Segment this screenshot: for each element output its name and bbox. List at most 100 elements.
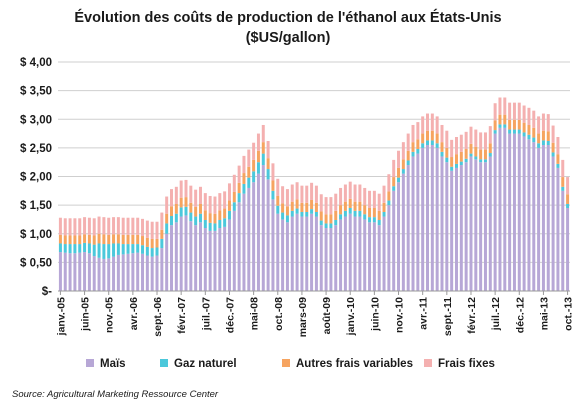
bar-segment-mais — [285, 222, 289, 291]
bar-segment-autres-frais-variables — [261, 142, 265, 154]
bar-segment-frais-fixes — [512, 102, 516, 120]
bar-segment-frais-fixes — [343, 184, 347, 202]
bar-segment-autres-frais-variables — [556, 154, 560, 164]
bar-segment-autres-frais-variables — [401, 159, 405, 170]
bar-segment-gaz-naturel — [165, 223, 169, 234]
bar-segment-mais — [348, 213, 352, 291]
bar-segment-gaz-naturel — [121, 244, 125, 255]
bar-segment-mais — [203, 228, 207, 291]
x-tick-label: juin-05 — [80, 297, 92, 332]
bar-segment-autres-frais-variables — [382, 202, 386, 212]
bar-segment-frais-fixes — [508, 102, 512, 120]
bar-segment-autres-frais-variables — [522, 122, 526, 133]
bar-segment-mais — [454, 167, 458, 291]
bar-segment-mais — [561, 190, 565, 291]
bar-segment-autres-frais-variables — [469, 143, 473, 154]
bar-segment-gaz-naturel — [170, 216, 173, 226]
bar-segment-mais — [353, 216, 357, 291]
bar-segment-frais-fixes — [116, 217, 120, 235]
bar-segment-frais-fixes — [271, 163, 275, 181]
bar-segment-autres-frais-variables — [488, 143, 492, 154]
bar-segment-frais-fixes — [440, 124, 444, 143]
bar-segment-gaz-naturel — [353, 210, 357, 217]
x-tick-label: avr.-06 — [128, 297, 140, 330]
bar-segment-autres-frais-variables — [203, 210, 207, 221]
bar-segment-gaz-naturel — [483, 159, 487, 163]
bar-segment-mais — [551, 156, 555, 291]
bar-segment-frais-fixes — [213, 196, 217, 214]
bar-segment-gaz-naturel — [126, 244, 130, 254]
bar-segment-autres-frais-variables — [194, 206, 198, 217]
bar-segment-frais-fixes — [454, 137, 458, 155]
chart-title: Évolution des coûts de production de l'é… — [74, 9, 501, 26]
bar-segment-gaz-naturel — [334, 220, 338, 226]
bar-segment-gaz-naturel — [218, 220, 222, 229]
bar-segment-gaz-naturel — [179, 207, 183, 217]
y-tick-label: $ 3,50 — [20, 86, 52, 98]
bar-segment-mais — [281, 219, 285, 291]
bar-segment-frais-fixes — [276, 178, 280, 196]
x-tick-label: sept.-06 — [152, 297, 164, 337]
bar-segment-frais-fixes — [445, 130, 449, 148]
bar-segment-frais-fixes — [372, 190, 376, 208]
bar-segment-frais-fixes — [517, 102, 521, 120]
bar-segment-frais-fixes — [397, 150, 401, 168]
bar-segment-frais-fixes — [160, 212, 164, 230]
bar-segment-frais-fixes — [474, 129, 478, 147]
bar-segment-gaz-naturel — [155, 247, 159, 256]
bar-segment-autres-frais-variables — [285, 206, 289, 216]
bar-segment-gaz-naturel — [290, 210, 294, 217]
x-tick-label: août-09 — [321, 297, 333, 335]
bar-segment-autres-frais-variables — [397, 167, 401, 178]
bar-segment-gaz-naturel — [63, 244, 67, 253]
bar-segment-mais — [426, 145, 429, 291]
bar-segment-mais — [324, 228, 328, 291]
bar-segment-gaz-naturel — [464, 158, 468, 163]
bar-segment-gaz-naturel — [430, 140, 434, 146]
bar-segment-gaz-naturel — [459, 161, 463, 166]
legend-swatch — [424, 359, 432, 367]
bar-segment-mais — [421, 147, 425, 292]
bar-segment-autres-frais-variables — [87, 234, 91, 244]
bar-segment-frais-fixes — [266, 141, 270, 159]
legend-swatch — [160, 359, 168, 367]
bar-segment-frais-fixes — [87, 217, 91, 235]
y-tick-label: $ 0,50 — [20, 257, 52, 269]
bar-segment-autres-frais-variables — [368, 207, 372, 218]
bar-segment-autres-frais-variables — [116, 234, 120, 244]
bar-segment-frais-fixes — [261, 124, 265, 143]
bar-segment-gaz-naturel — [561, 186, 565, 191]
bar-segment-autres-frais-variables — [416, 139, 420, 150]
x-tick-label: oct.-13 — [563, 297, 575, 331]
bar-segment-frais-fixes — [334, 193, 338, 211]
bar-segment-autres-frais-variables — [319, 211, 323, 221]
bar-segment-mais — [194, 225, 198, 291]
bar-segment-mais — [165, 233, 169, 291]
bar-segment-autres-frais-variables — [310, 199, 314, 210]
bar-segment-autres-frais-variables — [126, 234, 130, 245]
bar-segment-frais-fixes — [368, 190, 372, 208]
bar-segment-frais-fixes — [377, 193, 381, 211]
bar-segment-mais — [213, 230, 217, 291]
bar-segment-frais-fixes — [203, 193, 207, 211]
bar-segment-frais-fixes — [348, 181, 352, 199]
chart-subtitle: ($US/gallon) — [246, 30, 331, 46]
bar-segment-mais — [512, 133, 516, 291]
bar-segment-autres-frais-variables — [532, 127, 536, 138]
bars — [58, 97, 570, 292]
bar-segment-mais — [387, 205, 391, 292]
bar-segment-frais-fixes — [68, 218, 72, 236]
bar-segment-autres-frais-variables — [271, 180, 275, 191]
bar-segment-mais — [300, 216, 304, 291]
bar-segment-mais — [266, 179, 270, 291]
bar-segment-autres-frais-variables — [165, 213, 169, 224]
bar-segment-gaz-naturel — [556, 163, 560, 168]
bar-segment-mais — [363, 219, 367, 291]
bar-segment-autres-frais-variables — [112, 234, 116, 244]
bar-segment-mais — [416, 153, 420, 291]
bar-segment-frais-fixes — [469, 126, 473, 144]
bar-segment-autres-frais-variables — [145, 237, 149, 247]
bar-segment-autres-frais-variables — [426, 130, 429, 141]
bar-segment-autres-frais-variables — [358, 201, 362, 211]
